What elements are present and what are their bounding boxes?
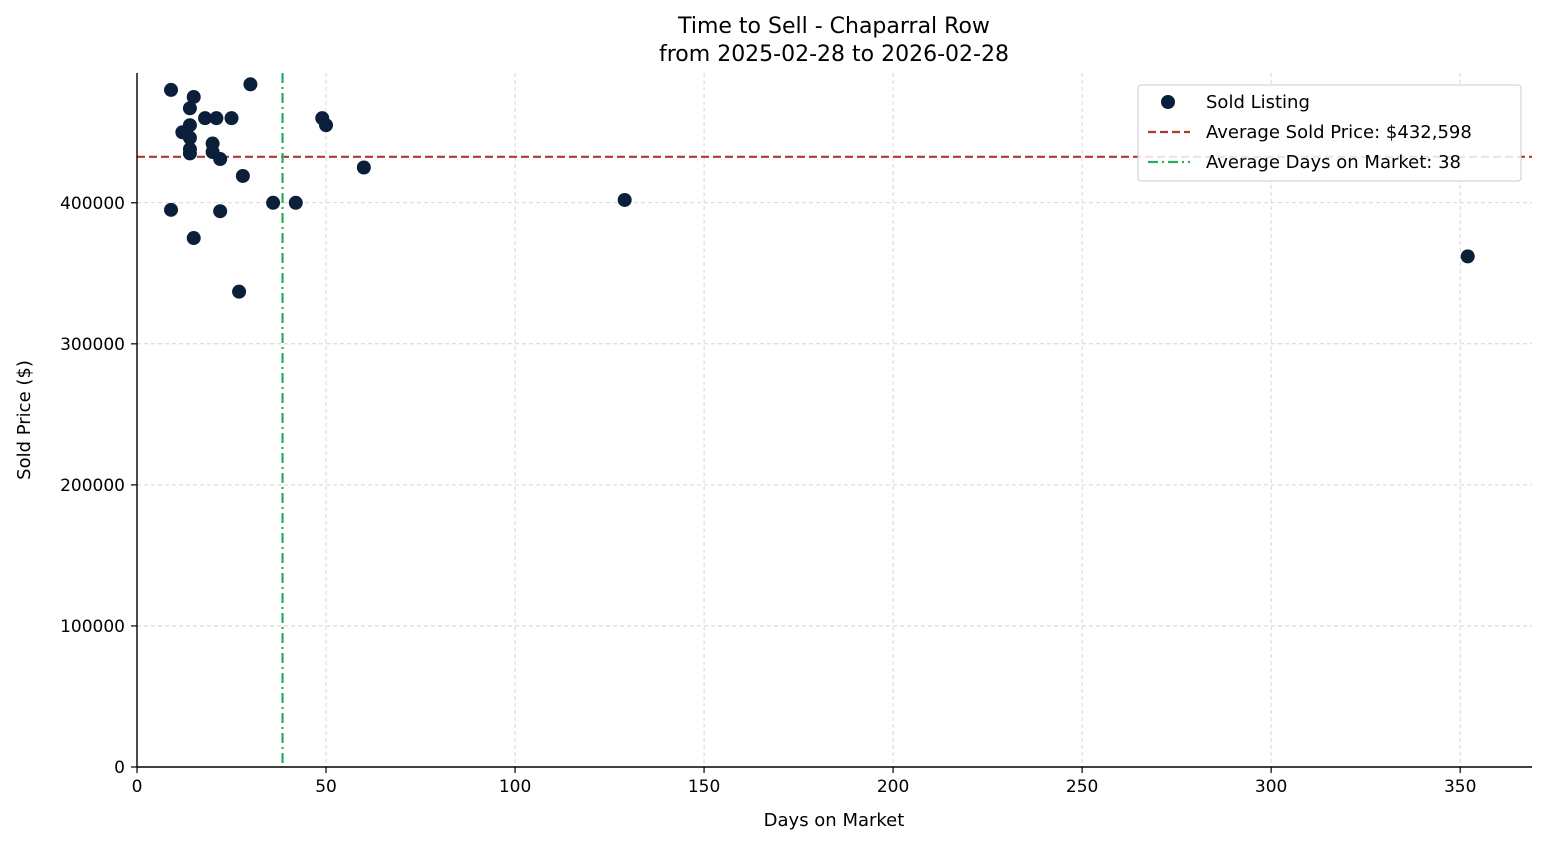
scatter-points bbox=[164, 77, 1475, 299]
grid-lines bbox=[137, 73, 1532, 767]
data-point bbox=[186, 231, 201, 246]
data-point bbox=[266, 195, 281, 210]
y-tick-label: 200000 bbox=[60, 476, 125, 496]
data-point bbox=[319, 118, 334, 133]
data-point bbox=[198, 111, 213, 126]
chart-title: Time to Sell - Chaparral Row bbox=[677, 14, 990, 39]
y-axis-ticks: 0 100000 200000 300000 400000 bbox=[60, 194, 137, 778]
chart-subtitle: from 2025-02-28 to 2026-02-28 bbox=[659, 42, 1009, 67]
data-point bbox=[235, 168, 250, 183]
y-tick-label: 100000 bbox=[60, 617, 125, 637]
data-point bbox=[243, 77, 258, 92]
x-tick-label: 0 bbox=[132, 777, 143, 797]
y-tick-label: 0 bbox=[114, 758, 125, 778]
legend-box bbox=[1137, 84, 1522, 182]
data-point bbox=[164, 82, 179, 97]
legend-marker-sold-listing bbox=[1161, 95, 1175, 109]
data-point bbox=[182, 146, 197, 161]
legend: Sold Listing Average Sold Price: $432,59… bbox=[1137, 84, 1522, 182]
data-point bbox=[224, 111, 239, 126]
reference-lines bbox=[137, 73, 1532, 767]
data-point bbox=[617, 192, 632, 207]
data-point bbox=[186, 89, 201, 104]
data-point bbox=[288, 195, 303, 210]
data-point bbox=[232, 284, 247, 299]
data-point bbox=[213, 204, 228, 219]
x-axis-label: Days on Market bbox=[764, 810, 905, 831]
x-tick-label: 100 bbox=[499, 777, 531, 797]
data-point bbox=[356, 160, 371, 175]
x-tick-label: 300 bbox=[1255, 777, 1287, 797]
x-axis-ticks: 0 50 100 150 200 250 300 350 bbox=[132, 767, 1476, 797]
data-point bbox=[209, 111, 224, 126]
y-tick-label: 400000 bbox=[60, 194, 125, 214]
y-axis-label: Sold Price ($) bbox=[14, 360, 35, 480]
data-point bbox=[164, 202, 179, 217]
y-tick-label: 300000 bbox=[60, 335, 125, 355]
legend-label-average-days: Average Days on Market: 38 bbox=[1206, 152, 1461, 173]
data-point bbox=[1460, 249, 1475, 264]
x-tick-label: 150 bbox=[688, 777, 720, 797]
x-tick-label: 200 bbox=[877, 777, 909, 797]
legend-label-average-price: Average Sold Price: $432,598 bbox=[1206, 122, 1472, 143]
x-tick-label: 250 bbox=[1066, 777, 1098, 797]
data-point bbox=[182, 118, 197, 133]
data-point bbox=[182, 101, 197, 116]
legend-label-sold-listing: Sold Listing bbox=[1206, 92, 1310, 113]
data-point bbox=[213, 152, 228, 167]
data-point bbox=[182, 130, 197, 145]
x-tick-label: 350 bbox=[1444, 777, 1476, 797]
x-tick-label: 50 bbox=[315, 777, 337, 797]
